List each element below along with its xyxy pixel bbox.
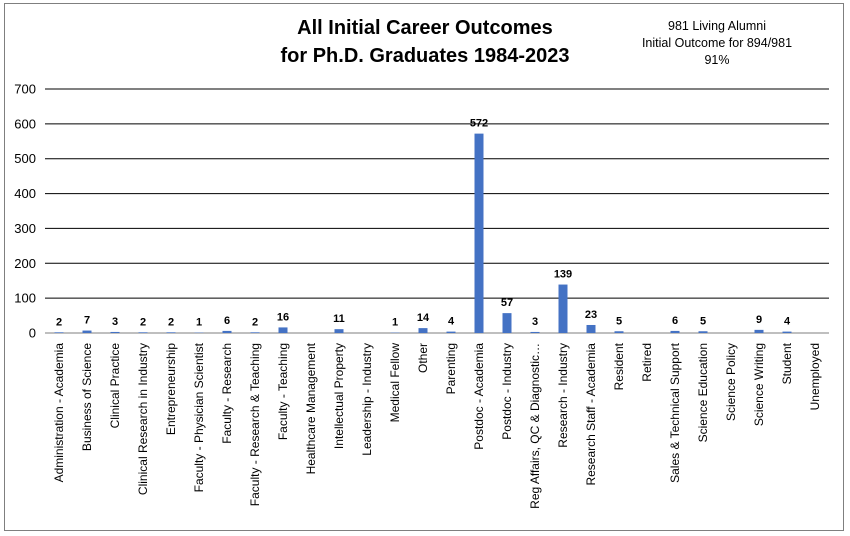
bar <box>586 324 596 333</box>
bar <box>138 332 148 333</box>
bar <box>166 332 176 333</box>
data-label: 5 <box>700 315 706 327</box>
x-tick-label: Unemployed <box>808 343 822 410</box>
chart-frame <box>4 3 844 531</box>
x-tick-label: Administration - Academia <box>52 343 66 483</box>
alumni-note-line-3: 91% <box>704 53 730 67</box>
x-tick-label: Research - Industry <box>556 343 570 448</box>
bar <box>110 331 120 333</box>
chart-title: All Initial Career Outcomes for Ph.D. Gr… <box>200 14 650 70</box>
x-tick-label: Resident <box>612 342 626 390</box>
x-tick-label: Science Policy <box>724 343 738 421</box>
bar <box>754 329 764 333</box>
x-tick-label: Faculty - Research <box>220 343 234 444</box>
data-label: 4 <box>448 316 455 328</box>
alumni-note-line-1: 981 Living Alumni <box>668 19 766 33</box>
x-tick-label: Research Staff - Academia <box>584 343 598 486</box>
data-label: 1 <box>196 317 202 329</box>
data-label: 11 <box>333 313 345 325</box>
y-tick-label: 300 <box>14 221 36 236</box>
data-label: 16 <box>277 311 289 323</box>
bar <box>54 332 64 333</box>
x-tick-label: Clinical Practice <box>108 343 122 429</box>
x-tick-label: Sales & Technical Support <box>668 342 682 483</box>
bar <box>502 313 512 333</box>
data-label: 3 <box>112 316 118 328</box>
x-tick-label: Faculty - Research & Teaching <box>248 343 262 506</box>
bar <box>82 330 92 333</box>
data-label: 57 <box>501 297 513 309</box>
x-tick-label: Postdoc - Industry <box>500 343 514 440</box>
chart-title-line-1: All Initial Career Outcomes <box>297 17 553 39</box>
x-tick-label: Retired <box>640 343 654 382</box>
x-tick-label: Clinical Research in Industry <box>136 343 150 495</box>
data-label: 2 <box>140 316 146 328</box>
x-tick-label: Science Writing <box>752 343 766 426</box>
x-tick-label: Leadership - Industry <box>360 343 374 456</box>
bar <box>334 329 344 333</box>
data-label: 9 <box>756 314 762 326</box>
y-tick-label: 200 <box>14 256 36 271</box>
data-label: 2 <box>56 316 62 328</box>
x-tick-label: Parenting <box>444 343 458 394</box>
data-label: 7 <box>84 315 90 327</box>
y-tick-label: 500 <box>14 151 36 166</box>
data-label: 6 <box>672 315 678 327</box>
y-tick-label: 100 <box>14 291 36 306</box>
bar <box>418 328 428 333</box>
bar <box>782 331 792 333</box>
y-tick-label: 400 <box>14 186 36 201</box>
data-label: 1 <box>392 317 398 329</box>
x-tick-label: Reg Affairs, QC & Diagnostic… <box>528 343 542 509</box>
chart-title-line-2: for Ph.D. Graduates 1984-2023 <box>280 45 570 67</box>
x-tick-label: Other <box>416 343 430 373</box>
x-tick-label: Medical Fellow <box>388 343 402 423</box>
data-label: 23 <box>585 309 597 321</box>
data-label: 3 <box>532 316 538 328</box>
data-label: 14 <box>417 312 430 324</box>
data-label: 139 <box>554 269 572 281</box>
x-tick-label: Business of Science <box>80 343 94 451</box>
bar <box>278 327 288 333</box>
x-tick-label: Faculty - Physician Scientist <box>192 342 206 492</box>
bar <box>222 330 232 333</box>
bar <box>474 133 484 333</box>
data-label: 2 <box>168 316 174 328</box>
data-label: 6 <box>224 315 230 327</box>
x-tick-label: Entrepreneurship <box>164 343 178 435</box>
x-tick-label: Faculty - Teaching <box>276 343 290 440</box>
bar <box>250 332 260 333</box>
y-tick-label: 600 <box>14 116 36 131</box>
bar <box>558 284 568 333</box>
alumni-note: 981 Living Alumni Initial Outcome for 89… <box>612 18 822 69</box>
data-label: 572 <box>470 118 488 130</box>
x-tick-label: Postdoc - Academia <box>472 343 486 450</box>
data-label: 5 <box>616 315 622 327</box>
bar <box>698 331 708 333</box>
bar <box>446 331 456 333</box>
alumni-note-line-2: Initial Outcome for 894/981 <box>641 36 793 50</box>
data-label: 2 <box>252 316 258 328</box>
bar <box>530 331 540 333</box>
x-tick-label: Intellectual Property <box>332 343 346 449</box>
x-tick-label: Student <box>780 342 794 384</box>
bar <box>614 331 624 333</box>
data-label: 4 <box>784 316 791 328</box>
x-tick-label: Healthcare Management <box>304 342 318 474</box>
y-tick-label: 700 <box>14 82 36 97</box>
bar <box>670 330 680 333</box>
x-tick-label: Science Education <box>696 343 710 442</box>
y-tick-label: 0 <box>29 326 36 341</box>
